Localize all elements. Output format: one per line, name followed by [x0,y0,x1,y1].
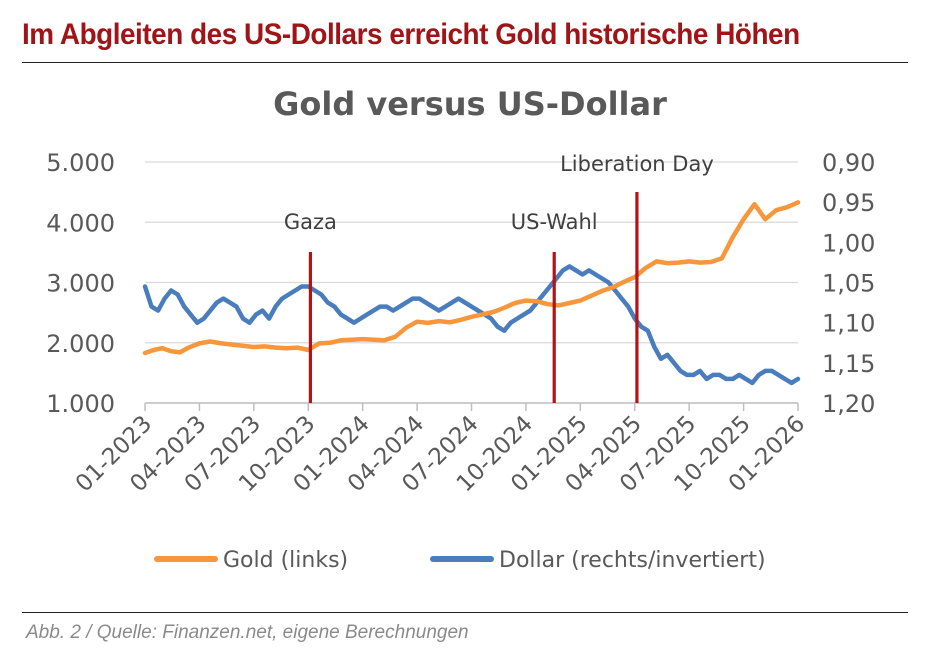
right-tick-label: 0,95 [822,189,875,217]
event-label: Liberation Day [560,152,714,176]
right-tick-label: 1,10 [822,310,875,338]
legend: Gold (links) Dollar (rechts/invertiert) [154,548,766,573]
left-tick-label: 1.000 [46,390,115,418]
right-tick-label: 1,00 [822,229,875,257]
chart-title: Gold versus US-Dollar [273,85,667,123]
dollar-series-line [142,264,801,386]
top-rule [22,62,908,63]
right-axis: 0,90 0,95 1,00 1,05 1,10 1,15 1,20 [822,149,875,418]
right-tick-label: 1,05 [822,270,875,298]
chart: Gold versus US-Dollar 1.000 2.000 3.000 4.0… [46,85,875,573]
legend-label: Gold (links) [223,548,348,573]
series-layer [142,200,801,386]
right-tick-label: 0,90 [822,149,875,177]
left-tick-label: 3.000 [46,270,115,298]
x-axis: 01-202304-202307-202310-202301-202404-20… [71,403,810,497]
legend-label: Dollar (rechts/invertiert) [499,548,766,573]
event-label: US-Wahl [511,210,598,234]
left-tick-label: 2.000 [46,330,115,358]
bottom-rule [22,612,908,613]
left-tick-label: 4.000 [46,209,115,237]
gridlines [145,161,798,404]
gold-series-line [142,200,801,356]
headline: Im Abgleiten des US-Dollars erreicht Gol… [22,18,800,51]
event-label: Gaza [284,210,337,234]
event-markers: Gaza US-Wahl Liberation Day [284,152,714,403]
right-tick-label: 1,20 [822,390,875,418]
left-axis: 1.000 2.000 3.000 4.000 5.000 [46,149,115,418]
source-caption: Abb. 2 / Quelle: Finanzen.net, eigene Be… [26,622,469,643]
right-tick-label: 1,15 [822,350,875,378]
left-tick-label: 5.000 [46,149,115,177]
